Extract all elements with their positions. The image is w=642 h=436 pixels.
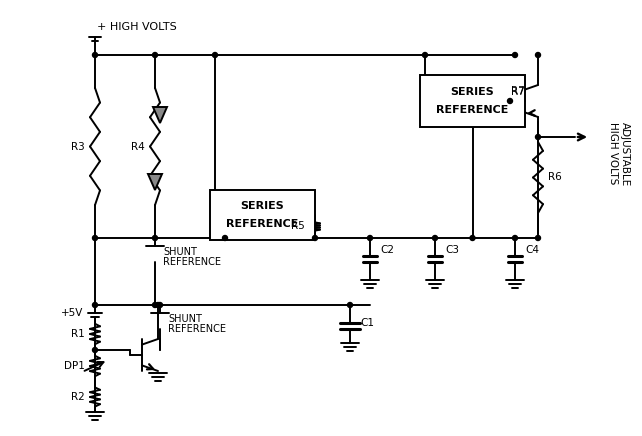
Text: REFERENCE: REFERENCE (227, 219, 299, 229)
Text: DP1: DP1 (64, 361, 85, 371)
Circle shape (92, 235, 98, 241)
Circle shape (92, 347, 98, 352)
Text: SERIES: SERIES (451, 87, 494, 97)
Text: SERIES: SERIES (241, 201, 284, 211)
Text: SHUNT: SHUNT (163, 247, 197, 257)
Text: C1: C1 (360, 318, 374, 328)
Text: REFERENCE: REFERENCE (437, 105, 508, 115)
Circle shape (153, 303, 157, 307)
Circle shape (433, 235, 437, 241)
Circle shape (92, 52, 98, 58)
Circle shape (535, 134, 541, 140)
Circle shape (92, 303, 98, 307)
Text: R2: R2 (71, 392, 85, 402)
Text: REFERENCE: REFERENCE (168, 324, 226, 334)
Circle shape (535, 52, 541, 58)
Polygon shape (148, 174, 162, 190)
Circle shape (470, 235, 475, 241)
Bar (210, 190, 315, 240)
Circle shape (535, 235, 541, 241)
Text: R3: R3 (71, 142, 85, 151)
Circle shape (512, 235, 517, 241)
Circle shape (347, 303, 352, 307)
Bar (420, 75, 525, 127)
Circle shape (153, 52, 157, 58)
Text: R7: R7 (510, 87, 525, 97)
Circle shape (313, 235, 318, 241)
Text: C3: C3 (445, 245, 459, 255)
Text: R7: R7 (510, 86, 525, 96)
Circle shape (223, 235, 227, 241)
Text: C2: C2 (380, 245, 394, 255)
Circle shape (155, 303, 160, 307)
Circle shape (422, 52, 428, 58)
Text: +5V: +5V (60, 308, 83, 318)
Text: + HIGH VOLTS: + HIGH VOLTS (97, 22, 177, 32)
Text: R5: R5 (291, 221, 305, 232)
Circle shape (213, 52, 218, 58)
Polygon shape (153, 107, 167, 123)
Circle shape (512, 52, 517, 58)
Circle shape (157, 303, 162, 307)
Text: SHUNT: SHUNT (168, 314, 202, 324)
Text: C4: C4 (525, 245, 539, 255)
Circle shape (367, 235, 372, 241)
Text: ADJUSTABLE
HIGH VOLTS: ADJUSTABLE HIGH VOLTS (608, 122, 630, 186)
Text: R4: R4 (131, 142, 145, 151)
Text: REFERENCE: REFERENCE (163, 257, 221, 267)
Text: R6: R6 (548, 173, 562, 183)
Text: R1: R1 (71, 329, 85, 339)
Circle shape (153, 235, 157, 241)
Circle shape (507, 99, 512, 103)
